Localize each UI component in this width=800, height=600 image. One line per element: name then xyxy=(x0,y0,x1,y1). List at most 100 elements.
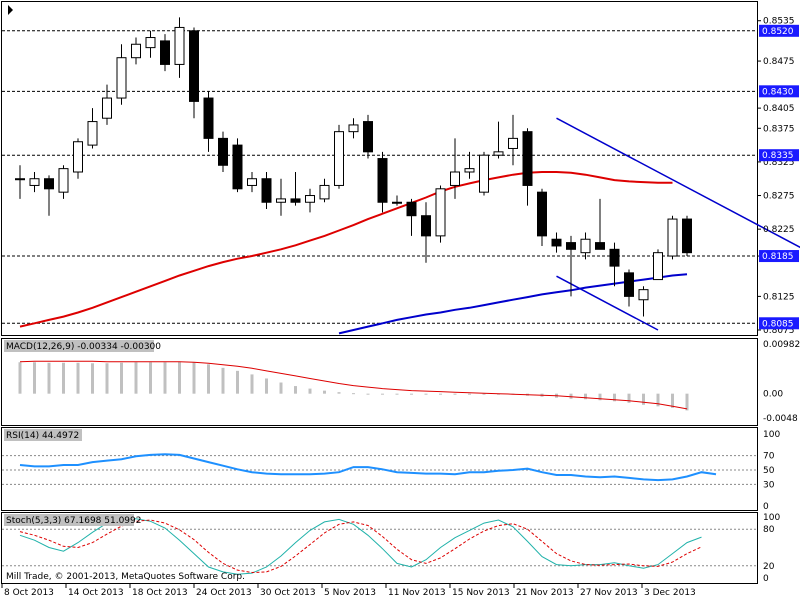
price-tick-label: 0.8535 xyxy=(763,17,795,27)
red-moving-average xyxy=(19,171,673,328)
bull-candle xyxy=(58,168,69,193)
bull-candle xyxy=(435,188,446,237)
macd-histogram-bar xyxy=(627,393,631,403)
macd-histogram-bar xyxy=(105,363,109,394)
bear-candle xyxy=(189,30,199,102)
stoch-panel-frame xyxy=(1,512,758,584)
bull-candle xyxy=(87,121,98,146)
rsi-line xyxy=(19,453,717,482)
macd-histogram-bar xyxy=(294,386,297,394)
macd-tick-label: -0.0048 xyxy=(763,414,798,424)
bull-candle xyxy=(305,195,315,203)
rsi-tick-label: 50 xyxy=(763,466,775,476)
bull-candle xyxy=(580,238,591,254)
macd-histogram-bar xyxy=(163,362,167,394)
bear-candle xyxy=(261,178,272,203)
price-level-badge xyxy=(759,250,799,263)
bull-candle xyxy=(493,151,504,156)
price-level-label: 0.8520 xyxy=(762,27,794,37)
time-tick-label: 14 Oct 2013 xyxy=(68,588,124,598)
bear-candle xyxy=(595,242,605,250)
macd-panel-frame xyxy=(1,338,758,426)
bull-candle xyxy=(667,218,678,257)
macd-histogram-bar xyxy=(250,374,254,394)
bull-candle xyxy=(653,252,663,281)
macd-label: MACD(12,26,9) -0.00334 -0.00300 xyxy=(6,342,161,352)
macd-histogram-bar xyxy=(323,390,326,394)
macd-histogram-bar xyxy=(47,362,51,394)
time-tick-label: 5 Nov 2013 xyxy=(324,588,376,598)
bull-candle xyxy=(638,289,649,301)
macd-histogram-bar xyxy=(279,382,283,394)
bear-candle xyxy=(290,198,301,203)
macd-histogram-bar xyxy=(120,362,123,394)
rsi-label-bg xyxy=(4,429,82,441)
bull-candle xyxy=(479,154,489,193)
price-tick-label: 0.8125 xyxy=(763,292,795,302)
trend-lines[interactable] xyxy=(556,117,800,331)
time-tick-label: 30 Oct 2013 xyxy=(260,588,316,598)
price-tick-label: 0.8405 xyxy=(763,104,795,114)
price-level-badge xyxy=(759,149,799,162)
macd-histogram-bar xyxy=(671,393,674,408)
macd-histogram-bar xyxy=(236,370,239,394)
bull-candle xyxy=(348,124,359,133)
price-level-label: 0.8185 xyxy=(762,252,794,262)
macd-histogram-bar xyxy=(395,393,399,395)
time-tick-label: 11 Nov 2013 xyxy=(388,588,446,598)
copyright-watermark: Mill Trade, © 2001-2013, MetaQuotes Soft… xyxy=(6,572,245,582)
bear-candle xyxy=(44,178,54,190)
candlesticks xyxy=(15,17,692,317)
price-tick-label: 0.8275 xyxy=(763,192,795,202)
bull-candle xyxy=(334,131,344,186)
bear-candle xyxy=(537,191,547,237)
stoch-label-bg xyxy=(4,514,134,526)
rsi-tick-label: 30 xyxy=(763,480,775,490)
bear-candle xyxy=(421,215,431,237)
price-tick-label: 0.8225 xyxy=(763,225,795,235)
trend-line xyxy=(556,117,800,249)
macd-histogram-bar xyxy=(366,393,370,395)
price-panel-frame xyxy=(1,1,758,336)
bull-candle xyxy=(247,178,257,186)
price-level-label: 0.8430 xyxy=(762,87,794,97)
price-level-badge xyxy=(759,85,799,98)
bear-candle xyxy=(522,131,533,186)
rsi-panel-frame xyxy=(1,427,758,511)
stoch-tick-label: 20 xyxy=(763,562,775,572)
bear-candle xyxy=(406,201,417,217)
price-tick-label: 0.8475 xyxy=(763,57,795,67)
macd-histogram-bar xyxy=(178,361,181,394)
price-axis: 0.8535 0.8475 0.8405 0.8375 0.8325 0.8275 0.82… xyxy=(757,17,799,336)
macd-histogram-bar xyxy=(337,392,341,394)
macd-histogram-bar xyxy=(352,393,355,395)
rsi-label: RSI(14) 44.4972 xyxy=(6,431,79,441)
bull-candle xyxy=(15,178,25,181)
macd-histogram-bar xyxy=(149,362,152,394)
time-tick-label: 27 Nov 2013 xyxy=(580,588,638,598)
time-tick-label: 18 Oct 2013 xyxy=(132,588,188,598)
macd-histogram-bar xyxy=(482,393,486,395)
macd-histogram-bar xyxy=(76,362,80,394)
macd-histogram-bar xyxy=(207,364,210,394)
bear-candle xyxy=(551,238,562,247)
time-tick-label: 24 Oct 2013 xyxy=(196,588,252,598)
macd-histogram-bar xyxy=(91,363,94,394)
price-tick-label: 0.8375 xyxy=(763,124,795,134)
bull-candle xyxy=(145,37,156,49)
macd-tick-label: 0.00 xyxy=(763,390,783,400)
scroll-arrow-icon[interactable] xyxy=(8,5,13,15)
macd-histogram-bar xyxy=(18,362,22,394)
macd-histogram-bar xyxy=(33,362,36,394)
stoch-label: Stoch(5,3,3) 67.1698 51.0992 xyxy=(6,516,141,526)
rsi-tick-label: 70 xyxy=(763,452,775,462)
macd-histogram-bar xyxy=(381,393,384,395)
bear-candle xyxy=(232,144,243,190)
stoch-tick-label: 0 xyxy=(763,574,769,584)
macd-histogram-bar xyxy=(584,393,587,400)
macd-histogram-bar xyxy=(685,393,689,411)
macd-histogram-bar xyxy=(642,393,645,405)
macd-histogram-bar xyxy=(134,362,138,394)
bull-candle xyxy=(102,97,112,119)
